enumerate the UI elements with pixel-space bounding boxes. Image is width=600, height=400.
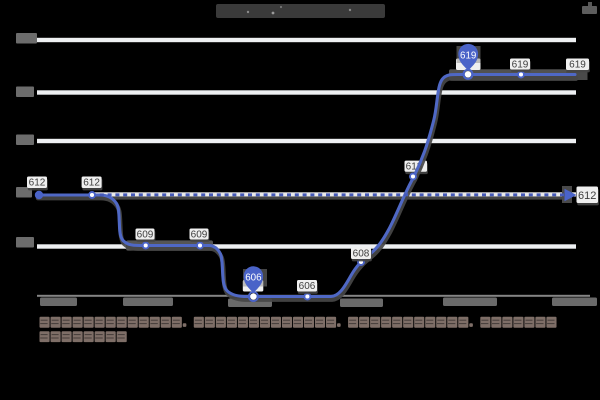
svg-text:606: 606 — [299, 281, 316, 292]
svg-text:619: 619 — [512, 60, 529, 71]
svg-text:612: 612 — [29, 178, 46, 189]
svg-text:619: 619 — [460, 51, 476, 62]
svg-text:609: 609 — [137, 230, 154, 241]
svg-text:613: 613 — [406, 162, 423, 173]
svg-text:608: 608 — [353, 249, 370, 260]
svg-text:609: 609 — [191, 230, 208, 241]
svg-text:612: 612 — [83, 178, 100, 189]
svg-text:612: 612 — [578, 190, 596, 202]
svg-text:619: 619 — [569, 60, 586, 71]
svg-text:606: 606 — [245, 273, 262, 284]
